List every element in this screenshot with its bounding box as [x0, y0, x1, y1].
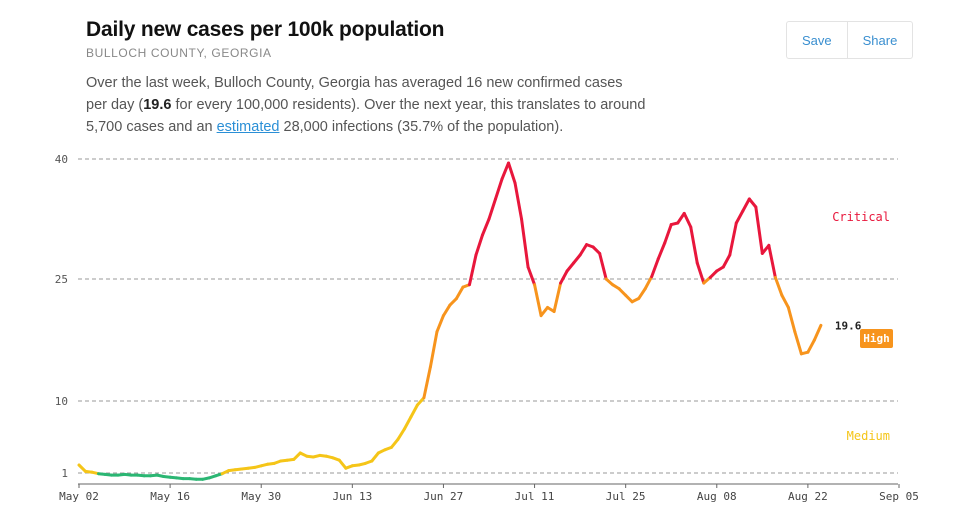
series-segment: [415, 396, 426, 407]
y-tick-label: 1: [61, 467, 68, 480]
x-tick-label: Jul 25: [606, 490, 646, 503]
series-segment: [409, 403, 419, 419]
series-segment: [650, 257, 660, 279]
y-tick-label: 10: [55, 395, 68, 408]
series-segment: [552, 281, 563, 314]
page-title: Daily new cases per 100k population: [86, 18, 445, 41]
latest-value-label: 19.6: [835, 319, 862, 332]
series-segment: [708, 269, 719, 279]
series-segment: [507, 161, 517, 185]
x-tick-label: Jun 27: [424, 490, 464, 503]
series-segment: [767, 243, 777, 279]
series-segment: [533, 283, 543, 318]
summary-text-3: 28,000 infections (35.7% of the populati…: [279, 119, 564, 135]
series-segment: [370, 451, 380, 463]
series-segment: [637, 287, 647, 301]
series-segment: [734, 209, 745, 225]
series-segment: [578, 243, 589, 257]
series-segment: [435, 314, 445, 334]
series-segment: [487, 197, 498, 221]
y-tick-label: 25: [55, 273, 68, 286]
series-segment: [754, 205, 764, 255]
x-tick-label: Jun 13: [332, 490, 372, 503]
x-tick-label: May 16: [150, 490, 190, 503]
series-segment: [624, 293, 634, 304]
series-segment: [428, 330, 439, 369]
action-buttons: Save Share: [786, 21, 914, 59]
series-segment: [747, 197, 758, 209]
series-segment: [617, 287, 628, 297]
series-segment: [806, 338, 816, 354]
series-segment: [539, 305, 550, 318]
summary-text-2: for every 100,000 residents). Over the n…: [86, 97, 646, 135]
series-segment: [494, 177, 504, 201]
series-segment: [741, 197, 751, 213]
x-tick-label: Jul 11: [515, 490, 555, 503]
series-segment: [786, 305, 797, 334]
series-segment: [780, 293, 790, 309]
series-segment: [422, 365, 432, 400]
series-segment: [454, 285, 465, 301]
x-tick-label: Aug 22: [788, 490, 828, 503]
location-subtitle: BULLOCH COUNTY, GEORGIA: [86, 46, 272, 60]
series-segment: [474, 233, 484, 257]
series-segment: [689, 225, 699, 265]
zone-label-critical: Critical: [832, 210, 890, 224]
series-segment: [676, 211, 686, 225]
series-segment: [396, 427, 406, 441]
series-segment: [513, 181, 524, 221]
series-segment: [559, 269, 569, 285]
summary-rate: 19.6: [143, 97, 172, 113]
x-tick-label: Aug 08: [697, 490, 737, 503]
series-segment: [572, 253, 582, 265]
y-tick-label: 40: [55, 153, 68, 166]
series-segment: [467, 253, 478, 287]
series-segment: [389, 437, 400, 449]
x-tick-label: Sep 05: [879, 490, 919, 503]
series-segment: [337, 458, 348, 470]
series-segment: [793, 330, 803, 356]
series-segment: [402, 415, 413, 431]
series-segment: [663, 223, 673, 245]
series-segment: [643, 275, 654, 291]
series-segment: [812, 323, 823, 342]
series-segment: [292, 451, 302, 461]
series-segment: [591, 245, 602, 255]
x-tick-label: May 30: [241, 490, 281, 503]
summary-text-1: Over the last week, Bulloch County, Geor…: [86, 75, 623, 113]
series-segment: [77, 463, 88, 473]
save-button[interactable]: Save: [787, 22, 847, 58]
zone-badge-high: [860, 329, 893, 348]
series-segment: [598, 251, 608, 281]
estimated-link[interactable]: estimated: [216, 119, 280, 135]
summary-paragraph: Over the last week, Bulloch County, Geor…: [86, 72, 646, 138]
series-segment: [441, 303, 452, 318]
series-segment: [773, 275, 784, 297]
zone-label-medium: Medium: [847, 429, 890, 443]
x-tick-label: May 02: [59, 490, 99, 503]
series-segment: [565, 261, 576, 273]
series-segment: [480, 217, 491, 237]
share-button[interactable]: Share: [846, 22, 913, 58]
series-segment: [526, 265, 537, 287]
series-segment: [448, 297, 458, 307]
series-segment: [656, 241, 667, 261]
series-segment: [520, 217, 530, 269]
zone-label-high: High: [863, 332, 890, 345]
series-segment: [721, 253, 732, 269]
series-segment: [695, 261, 706, 285]
series-segment: [682, 211, 693, 229]
series-segment: [500, 161, 511, 181]
series-segment: [728, 221, 738, 257]
